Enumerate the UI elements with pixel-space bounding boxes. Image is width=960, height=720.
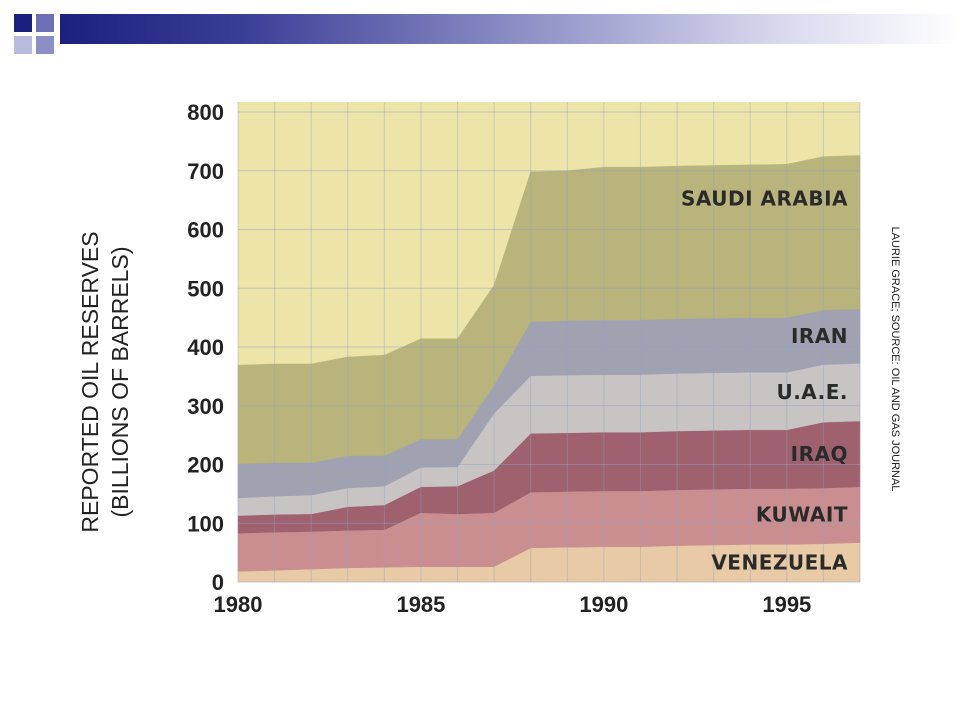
y-tick-label: 700 xyxy=(187,159,224,184)
y-tick-label: 100 xyxy=(187,511,224,536)
y-tick-label: 500 xyxy=(187,276,224,301)
y-tick-label: 600 xyxy=(187,218,224,243)
slide-decoration-square-light xyxy=(14,36,32,54)
x-tick-label: 1995 xyxy=(762,592,811,617)
series-label-kuwait: KUWAIT xyxy=(756,503,848,527)
slide-decoration-square-mid xyxy=(36,14,54,32)
slide-decoration-square-dark xyxy=(14,14,32,32)
y-tick-label: 400 xyxy=(187,335,224,360)
x-tick-label: 1980 xyxy=(214,592,263,617)
source-credit: LAURIE GRACE; SOURCE: OIL AND GAS JOURNA… xyxy=(889,227,900,492)
y-axis-label-line2: (BILLIONS OF BARRELS) xyxy=(107,247,133,518)
y-tick-label: 800 xyxy=(187,100,224,125)
series-label-u-a-e: U.A.E. xyxy=(776,380,848,404)
series-label-saudi-arabia: SAUDI ARABIA xyxy=(681,186,848,210)
y-tick-label: 200 xyxy=(187,453,224,478)
series-label-iran: IRAN xyxy=(791,324,848,348)
x-tick-label: 1985 xyxy=(396,592,445,617)
slide-decoration-square-mid-2 xyxy=(36,36,54,54)
area-saudi-arabia xyxy=(237,155,861,465)
oil-reserves-chart: 0 100 200 300 400 500 600 700 800 1980 1985 1990 199… xyxy=(77,100,900,617)
x-tick-label: 1990 xyxy=(579,592,628,617)
series-label-venezuela: VENEZUELA xyxy=(711,550,848,574)
slide-header-bar xyxy=(60,14,960,44)
y-tick-label: 300 xyxy=(187,394,224,419)
y-tick-label: 0 xyxy=(212,570,224,595)
series-label-iraq: IRAQ xyxy=(791,442,848,466)
y-axis-label-line1: REPORTED OIL RESERVES xyxy=(77,231,103,532)
